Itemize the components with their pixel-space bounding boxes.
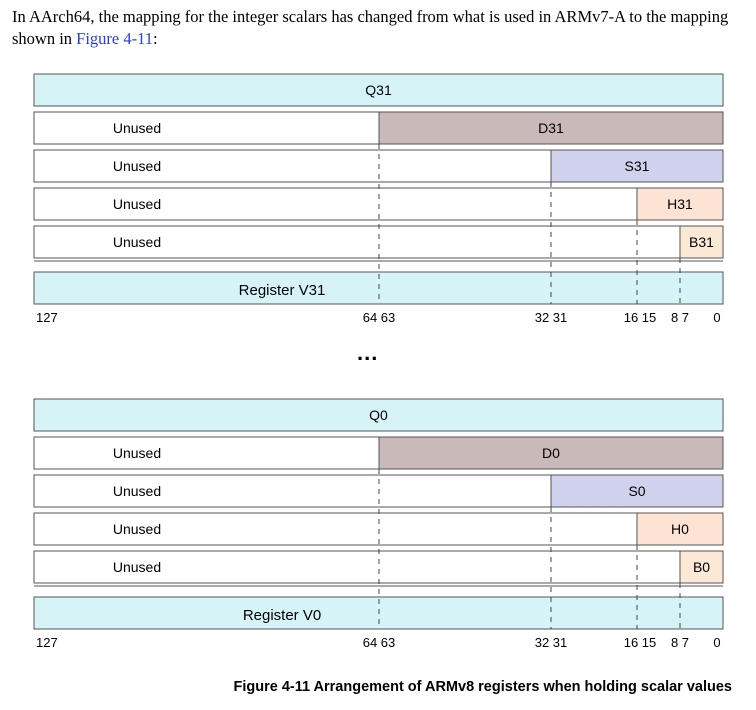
intro-text: In AArch64, the mapping for the integer … [12,7,729,48]
group-0-register-label: Register V31 [239,282,326,299]
group-0-q-row [33,73,724,107]
group-1-h-label: H0 [671,521,689,537]
group-1-bit-32-31: 32 31 [535,635,568,650]
group-1-bit-16-15: 16 15 [624,635,657,650]
intro-paragraph: In AArch64, the mapping for the integer … [12,6,752,50]
group-1-d-cell [378,436,724,470]
group-1-bit-64-63: 64 63 [363,635,396,650]
group-0-d-unused-label: Unused [113,120,161,136]
group-0-bit-8-7: 8 7 [671,310,689,325]
group-0-h-unused-label: Unused [113,196,161,212]
group-0-q-label: Q31 [365,82,392,98]
group-0-bit-0: 0 [713,310,720,325]
group-0-s-label: S31 [625,158,650,174]
group-0-b-unused-label: Unused [113,234,161,250]
group-1-s-unused-label: Unused [113,483,161,499]
intro-suffix: : [153,29,158,48]
group-0-s-unused-label: Unused [113,158,161,174]
group-1-d-unused-label: Unused [113,445,161,461]
ellipsis: ... [357,340,379,365]
group-1-bit-127: 127 [36,635,58,650]
group-1-b-cell [679,550,724,584]
group-1-d-label: D0 [542,445,560,461]
group-1-q-row [33,398,724,432]
group-1-b-label: B0 [693,559,710,575]
group-0-d-cell [378,111,724,145]
group-1-h-cell [636,512,724,546]
group-0-b-row-frame [33,225,724,259]
figure-caption: Figure 4-11 Arrangement of ARMv8 registe… [233,679,732,695]
group-1-bit-8-7: 8 7 [671,635,689,650]
group-1-h-unused-label: Unused [113,521,161,537]
group-1-register-label: Register V0 [243,607,321,624]
group-0-d-label: D31 [538,120,564,136]
group-0-bit-127: 127 [36,310,58,325]
group-1-bit-0: 0 [713,635,720,650]
figure-link[interactable]: Figure 4-11 [76,29,154,48]
group-1-s-cell [550,474,724,508]
group-0-bit-64-63: 64 63 [363,310,396,325]
group-0-bit-16-15: 16 15 [624,310,657,325]
group-0-bit-32-31: 32 31 [535,310,568,325]
group-1-b-unused-label: Unused [113,559,161,575]
group-0-h-cell [636,187,724,221]
group-0-h-label: H31 [667,196,693,212]
group-0-b-label: B31 [689,234,714,250]
group-1-q-label: Q0 [369,407,388,423]
group-0-s-cell [550,149,724,183]
group-1-s-label: S0 [628,483,645,499]
group-0-b-cell [679,225,724,259]
